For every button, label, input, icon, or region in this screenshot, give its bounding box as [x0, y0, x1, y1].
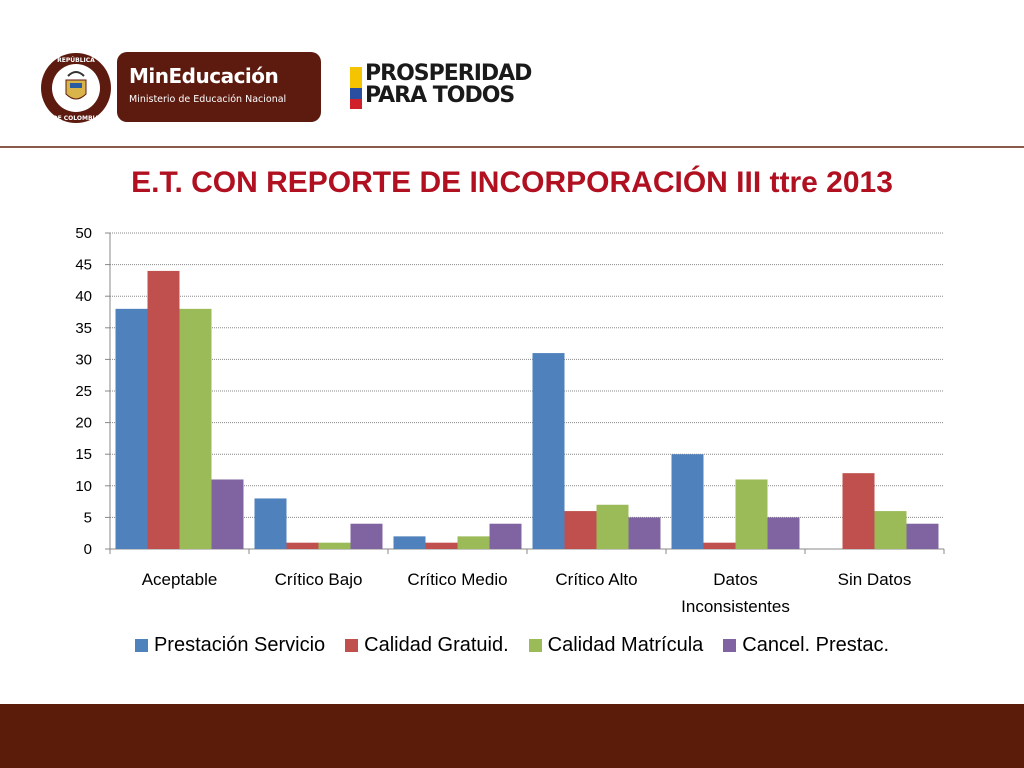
y-tick-label: 15	[75, 446, 92, 463]
legend-swatch	[528, 639, 542, 652]
legend-item: Calidad Matrícula	[528, 634, 704, 657]
y-tick-label: 10	[75, 478, 92, 495]
legend-item: Calidad Gratuid.	[345, 634, 509, 657]
bar-prestaci-n-servicio	[115, 308, 148, 549]
legend-item: Prestación Servicio	[134, 634, 326, 657]
bar-chart: 0 5 10 15 20 25 30 35 40 45 50 Aceptable Crítico Baj…	[75, 225, 945, 616]
bar-calidad-gratuid-	[147, 270, 180, 549]
prosperity-line2: PARA TODOS	[365, 83, 515, 108]
y-tick-label: 0	[84, 541, 92, 558]
legend-label: Calidad Gratuid.	[364, 634, 509, 656]
legend-swatch	[345, 639, 359, 652]
category-label: Sin Datos	[838, 570, 912, 589]
chart-title: E.T. CON REPORTE DE INCORPORACIÓN III tt…	[131, 166, 893, 199]
y-tick-label: 5	[84, 509, 92, 526]
bar-prestaci-n-servicio	[671, 454, 704, 549]
bar-calidad-gratuid-	[564, 511, 597, 549]
bar-prestaci-n-servicio	[393, 536, 426, 549]
bar-calidad-matr-cula	[457, 536, 490, 549]
y-tick-label: 30	[75, 351, 92, 368]
legend-label: Calidad Matrícula	[547, 634, 704, 656]
colombia-seal-logo: REPÚBLICA DE COLOMBIA	[41, 53, 111, 123]
category-label: Crítico Medio	[407, 570, 507, 589]
bar-cancel-prestac-	[211, 479, 244, 549]
ministry-title: MinEducación	[129, 64, 279, 88]
y-tick-label: 20	[75, 415, 92, 432]
bar-calidad-matr-cula	[874, 511, 907, 549]
y-tick-label: 40	[75, 288, 92, 305]
category-label: Datos	[713, 570, 757, 589]
bar-cancel-prestac-	[489, 523, 522, 549]
svg-text:REPÚBLICA: REPÚBLICA	[57, 57, 95, 64]
header: REPÚBLICA DE COLOMBIA MinEducación Minis…	[0, 0, 1024, 146]
legend-label: Prestación Servicio	[153, 634, 326, 656]
category-label: Crítico Alto	[555, 570, 637, 589]
y-tick-label: 45	[75, 257, 92, 274]
y-tick-label: 50	[75, 225, 92, 242]
bar-cancel-prestac-	[906, 523, 939, 549]
legend-swatch	[134, 639, 148, 652]
svg-text:DE COLOMBIA: DE COLOMBIA	[53, 115, 100, 122]
bar-prestaci-n-servicio	[532, 353, 565, 549]
bar-calidad-matr-cula	[318, 542, 351, 549]
bar-prestaci-n-servicio	[254, 498, 287, 549]
category-label: Aceptable	[142, 570, 218, 589]
bar-calidad-matr-cula	[735, 479, 768, 549]
ministry-logo: MinEducación Ministerio de Educación Nac…	[117, 52, 321, 122]
colombia-flag-icon	[350, 67, 362, 109]
ministry-subtitle: Ministerio de Educación Nacional	[129, 94, 287, 105]
bar-calidad-matr-cula	[179, 308, 212, 549]
bar-calidad-gratuid-	[842, 473, 875, 549]
y-tick-label: 35	[75, 320, 92, 337]
category-label: Crítico Bajo	[275, 570, 363, 589]
bar-cancel-prestac-	[628, 517, 661, 549]
bar-calidad-gratuid-	[425, 542, 458, 549]
prosperity-line1: PROSPERIDAD	[365, 61, 532, 86]
legend-item: Cancel. Prestac.	[723, 634, 889, 657]
header-divider	[0, 146, 1024, 148]
chart-legend: Prestación Servicio Calidad Gratuid. Calid…	[0, 634, 1024, 657]
bar-cancel-prestac-	[767, 517, 800, 549]
category-label: Inconsistentes	[681, 597, 790, 616]
footer-bar	[0, 704, 1024, 768]
legend-swatch	[723, 639, 737, 652]
y-tick-label: 25	[75, 383, 92, 400]
bar-calidad-gratuid-	[703, 542, 736, 549]
prosperity-logo: PROSPERIDAD PARA TODOS	[365, 61, 532, 108]
bar-calidad-gratuid-	[286, 542, 319, 549]
bar-calidad-matr-cula	[596, 504, 629, 549]
legend-label: Cancel. Prestac.	[742, 634, 890, 656]
bar-cancel-prestac-	[350, 523, 383, 549]
